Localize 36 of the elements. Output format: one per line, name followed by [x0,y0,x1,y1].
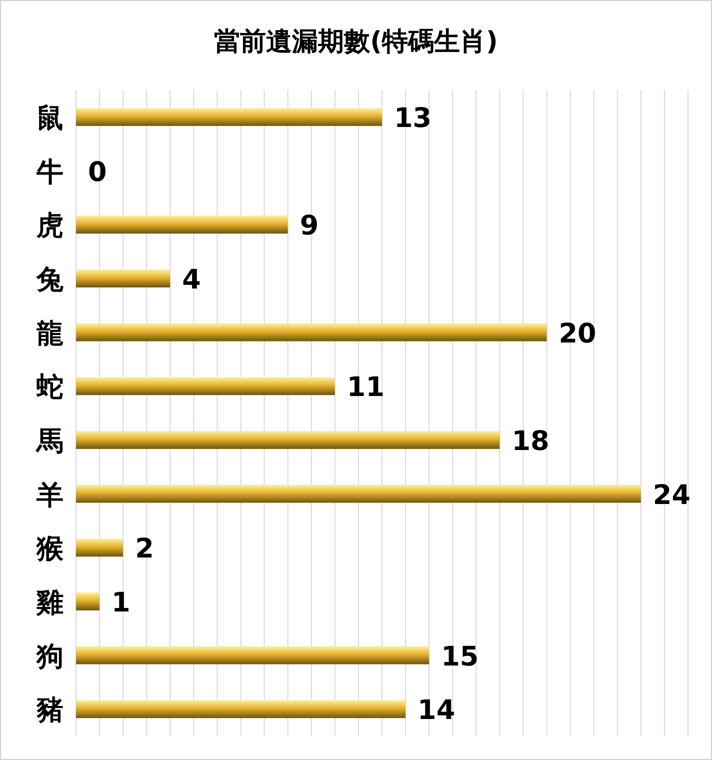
bar [76,323,547,342]
data-label: 13 [394,102,432,134]
data-label: 24 [652,480,690,511]
y-tick-label: 牛 [36,156,64,188]
bar [76,269,170,288]
data-label: 9 [300,210,319,242]
data-label: 14 [418,695,456,726]
y-tick-label: 羊 [36,480,64,511]
y-tick-label: 猴 [36,534,64,565]
bar [76,484,641,503]
y-tick-label: 蛇 [36,372,64,404]
y-tick-label: 狗 [36,641,64,672]
y-tick-label: 馬 [36,426,64,457]
y-tick-label: 豬 [36,695,64,726]
data-label: 1 [112,587,130,618]
y-tick-label: 鼠 [36,102,64,134]
data-label: 20 [558,318,596,350]
data-label: 15 [441,641,479,672]
y-tick-label: 兔 [36,264,64,296]
bar [76,700,406,718]
y-tick-label: 雞 [36,587,64,618]
bar [76,377,335,396]
bar [76,538,124,557]
bar [76,430,500,449]
data-label: 0 [88,156,107,188]
data-label: 2 [135,534,154,565]
bar [76,592,100,610]
bar [76,646,430,664]
bar [76,216,288,234]
data-label: 4 [182,264,201,296]
y-tick-label: 虎 [36,210,64,242]
bar [76,108,382,126]
data-label: 11 [346,372,384,404]
chart-title: 當前遺漏期數(特碼生肖) [214,27,498,57]
data-label: 18 [512,426,550,457]
y-tick-label: 龍 [36,318,64,350]
